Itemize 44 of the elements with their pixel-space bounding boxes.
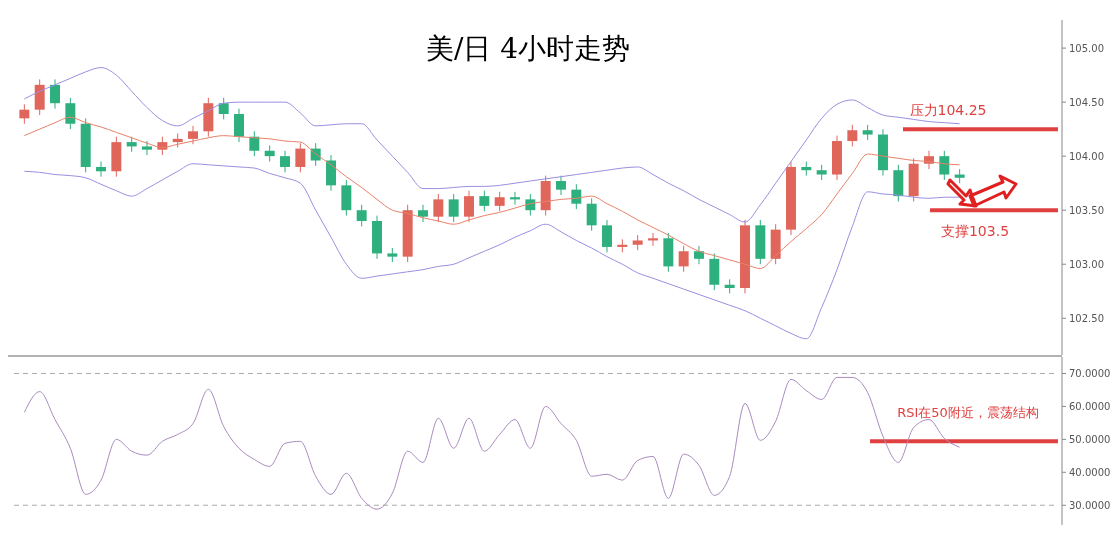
ref-line-label: 压力104.25 — [909, 102, 987, 119]
candlestick — [847, 124, 858, 147]
candlestick — [479, 190, 490, 212]
candlestick — [356, 204, 367, 227]
candlestick — [295, 142, 306, 173]
candlestick — [694, 245, 704, 265]
candlestick — [234, 108, 244, 143]
candlestick — [556, 175, 566, 196]
y-tick-label: 102.50 — [1069, 313, 1104, 325]
candlestick — [188, 125, 198, 145]
y-tick-label: 103.50 — [1069, 205, 1104, 217]
candlestick — [648, 232, 658, 247]
y-tick-label: 60.0000 — [1069, 401, 1111, 413]
candlestick — [249, 130, 260, 157]
y-tick-label: 104.00 — [1069, 151, 1104, 163]
ref-line-label: 支撑103.5 — [940, 223, 1010, 240]
candlestick — [494, 191, 505, 212]
candlestick — [586, 197, 597, 232]
candlestick — [602, 219, 612, 253]
candlestick — [464, 190, 474, 223]
candlestick — [418, 204, 428, 223]
y-tick-label: 104.50 — [1069, 97, 1104, 109]
candlestick — [939, 150, 950, 181]
candlestick — [510, 191, 520, 206]
text: 美/日 4小时走势 — [425, 32, 631, 65]
candlestick — [448, 193, 459, 223]
candlestick — [218, 97, 229, 120]
y-tick-label: 30.0000 — [1069, 500, 1111, 512]
candlestick — [571, 183, 582, 210]
y-tick-label: 70.0000 — [1069, 368, 1111, 380]
candlestick — [678, 245, 689, 273]
y-tick-label: 50.0000 — [1069, 434, 1111, 446]
candlestick — [19, 103, 30, 125]
y-tick-label: 103.00 — [1069, 259, 1104, 271]
candlestick — [96, 161, 106, 178]
candlestick — [433, 193, 444, 223]
candlestick — [50, 78, 60, 110]
y-tick-label: 105.00 — [1069, 43, 1104, 55]
candlestick — [65, 97, 76, 130]
line-series — [23, 376, 961, 510]
y-tick-label: 40.0000 — [1069, 467, 1111, 479]
candlestick — [142, 140, 152, 156]
candlestick — [280, 150, 290, 173]
annotation: RSI在50附近，震荡结构 — [897, 405, 1039, 420]
